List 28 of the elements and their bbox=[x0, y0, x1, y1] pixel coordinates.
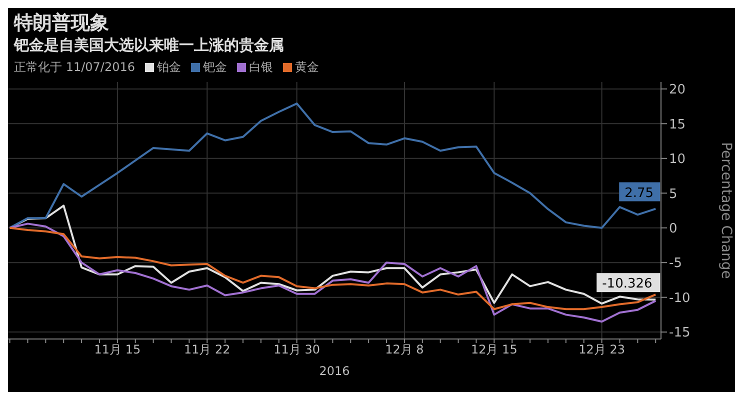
legend-label: 钯金 bbox=[202, 59, 227, 76]
chart-title: 特朗普现象 bbox=[12, 11, 110, 36]
legend-title: 正常化于 11/07/2016 bbox=[14, 59, 135, 76]
x-axis-title: 2016 bbox=[319, 364, 350, 378]
x-tick-label: 11月 15 bbox=[94, 342, 141, 357]
y-tick-label: -10 bbox=[669, 290, 690, 306]
x-tick-label: 11月 22 bbox=[184, 342, 230, 357]
y-axis-title: Percentage Change bbox=[718, 142, 734, 279]
y-tick-label: 10 bbox=[669, 152, 686, 168]
line-series bbox=[8, 222, 657, 323]
y-tick-label: 20 bbox=[669, 82, 686, 98]
x-tick-label: 12月 15 bbox=[470, 342, 518, 357]
chart-subtitle: 钯金是自美国大选以来唯一上涨的贵金属 bbox=[12, 36, 285, 55]
data-label: 2.75 bbox=[624, 186, 654, 201]
legend-label: 黄金 bbox=[294, 59, 319, 76]
y-tick-label: -5 bbox=[669, 256, 682, 272]
y-tick-label: -15 bbox=[669, 326, 690, 341]
line-series bbox=[8, 226, 657, 310]
data-label: -10.326 bbox=[602, 276, 652, 292]
line-series bbox=[8, 102, 657, 229]
x-tick-label: 12月 23 bbox=[578, 342, 625, 357]
legend-label: 白银 bbox=[248, 59, 273, 76]
y-tick-label: 0 bbox=[669, 221, 678, 236]
x-tick-label: 12月 8 bbox=[385, 342, 424, 357]
y-tick-label: 5 bbox=[669, 186, 678, 202]
y-tick-label: 15 bbox=[669, 117, 686, 132]
x-tick-label: 11月 30 bbox=[274, 342, 320, 357]
legend-label: 铂金 bbox=[156, 59, 181, 76]
